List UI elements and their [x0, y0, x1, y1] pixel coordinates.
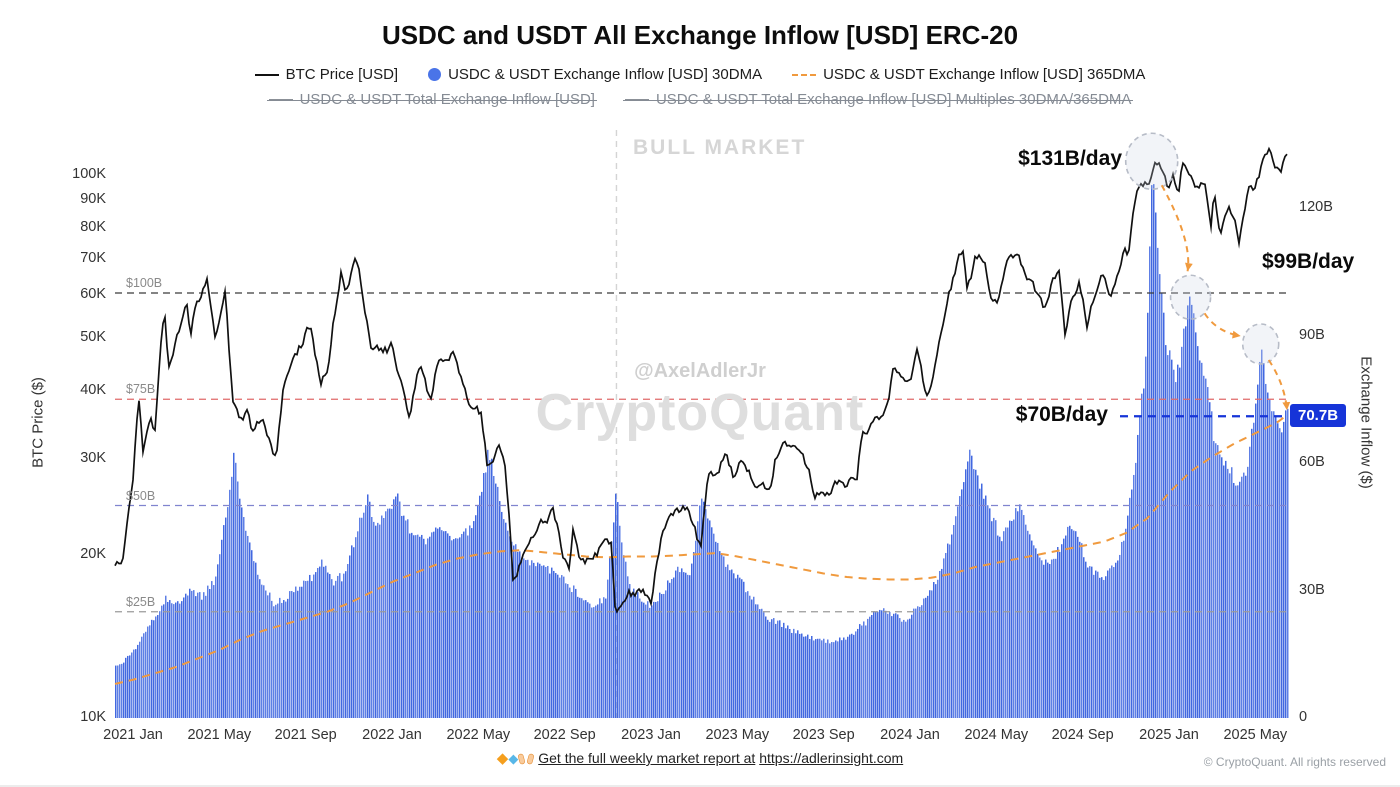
x-axis-tick-7: 2023 May	[705, 727, 770, 743]
x-axis-tick-12: 2025 Jan	[1139, 727, 1199, 743]
legend-item-total-inflow-disabled[interactable]: USDC & USDT Total Exchange Inflow [USD]	[266, 91, 598, 108]
legend-item-inflow-multiples-disabled[interactable]: USDC & USDT Total Exchange Inflow [USD] …	[622, 91, 1134, 108]
footer-promo: ◆◆ Get the full weekly market report at …	[0, 749, 1400, 768]
x-axis-tick-6: 2023 Jan	[621, 727, 681, 743]
gem-icon: ◆	[508, 751, 519, 766]
x-axis-tick-11: 2024 Sep	[1051, 727, 1114, 743]
copyright-text: © CryptoQuant. All rights reserved	[1203, 755, 1386, 769]
left-axis-tick-80K: 80K	[80, 218, 106, 235]
current-value-badge: 70.7B	[1290, 404, 1347, 427]
x-axis-tick-9: 2024 Jan	[880, 727, 940, 743]
legend-label: USDC & USDT Total Exchange Inflow [USD]	[299, 91, 595, 108]
left-axis-tick-90K: 90K	[80, 190, 106, 207]
legend-label: USDC & USDT Exchange Inflow [USD] 30DMA	[448, 66, 763, 83]
footer-link[interactable]: https://adlerinsight.com	[759, 750, 904, 766]
orange-dashed-swatch-icon	[792, 73, 817, 76]
legend-item-btc-price[interactable]: BTC Price [USD]	[254, 66, 399, 83]
watermark-handle: @AxelAdlerJr	[634, 360, 766, 382]
x-axis-tick-8: 2023 Sep	[792, 727, 855, 743]
legend-item-inflow-365dma[interactable]: USDC & USDT Exchange Inflow [USD] 365DMA	[792, 66, 1145, 83]
legend-row-1: BTC Price [USD] USDC & USDT Exchange Inf…	[0, 66, 1400, 83]
blue-dot-swatch-icon	[428, 68, 442, 81]
orange-diamond-icon: ◆	[496, 750, 509, 767]
left-axis-tick-60K: 60K	[80, 286, 106, 303]
x-axis-tick-5: 2022 Sep	[533, 727, 596, 743]
right-axis-tick-30B: 30B	[1299, 581, 1325, 598]
left-axis-tick-50K: 50K	[80, 329, 106, 346]
right-axis-tick-0: 0	[1299, 709, 1308, 725]
right-axis-tick-90B: 90B	[1299, 326, 1325, 343]
legend-item-inflow-30dma[interactable]: USDC & USDT Exchange Inflow [USD] 30DMA	[428, 66, 762, 83]
bull-market-label: BULL MARKET	[633, 136, 807, 159]
legend-label: BTC Price [USD]	[285, 66, 399, 83]
raised-hands-icon	[518, 751, 535, 768]
annotation-99b-day: $99B/day	[1262, 250, 1355, 273]
gray-line-swatch-icon	[268, 98, 293, 101]
right-axis-tick-60B: 60B	[1299, 454, 1325, 470]
ref-line-label-100: $100B	[126, 276, 163, 290]
legend-row-2: USDC & USDT Total Exchange Inflow [USD] …	[0, 91, 1400, 108]
chart-title: USDC and USDT All Exchange Inflow [USD] …	[381, 20, 1019, 50]
watermark-brand: CryptoQuant	[535, 384, 865, 442]
black-line-swatch-icon	[254, 73, 279, 76]
footer-text: Get the full weekly market report at	[538, 750, 756, 766]
x-axis-tick-0: 2021 Jan	[103, 727, 163, 743]
left-axis-tick-10K: 10K	[80, 709, 106, 725]
legend-label: USDC & USDT Exchange Inflow [USD] 365DMA	[823, 66, 1146, 83]
left-axis-tick-70K: 70K	[80, 250, 106, 267]
ref-line-label-75: $75B	[126, 382, 156, 397]
gray-line-swatch-icon	[624, 98, 649, 101]
x-axis-tick-1: 2021 May	[187, 727, 252, 743]
x-axis-tick-13: 2025 May	[1223, 727, 1288, 743]
x-axis-tick-10: 2024 May	[964, 727, 1029, 743]
right-axis-tick-120B: 120B	[1299, 199, 1333, 215]
left-axis-tick-20K: 20K	[80, 545, 106, 562]
left-axis-tick-100K: 100K	[72, 166, 106, 182]
x-axis-tick-2: 2021 Sep	[274, 727, 337, 743]
x-axis-tick-4: 2022 May	[446, 727, 511, 743]
ref-line-label-50: $50B	[126, 488, 156, 503]
ref-line-label-25: $25B	[126, 594, 156, 609]
left-axis-tick-40K: 40K	[80, 382, 106, 399]
annotation-70b-day: $70B/day	[1015, 403, 1108, 426]
legend-label: USDC & USDT Total Exchange Inflow [USD] …	[655, 91, 1132, 108]
x-axis-tick-3: 2022 Jan	[362, 727, 422, 743]
left-axis-tick-30K: 30K	[80, 449, 106, 466]
annotation-131b-day: $131B/day	[1018, 147, 1122, 170]
